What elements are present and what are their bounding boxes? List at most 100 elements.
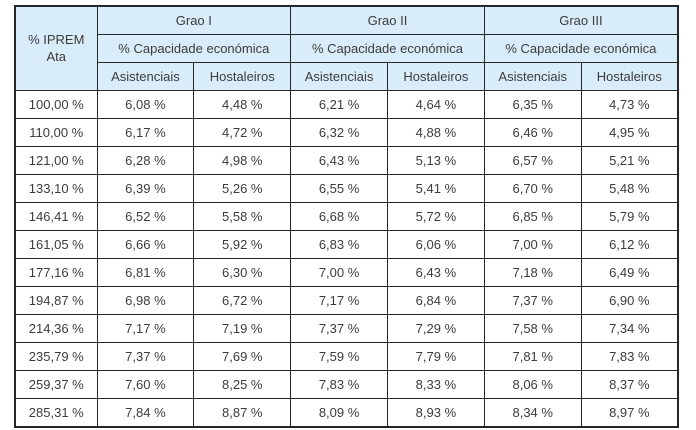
value-cell: 7,37 % bbox=[96, 342, 195, 371]
value-cell: 6,17 % bbox=[96, 118, 195, 147]
value-cell: 7,18 % bbox=[483, 258, 582, 287]
subheader-grao-ii: % Capacidade económica bbox=[290, 34, 485, 63]
value-cell: 6,49 % bbox=[580, 258, 679, 287]
value-cell: 7,81 % bbox=[483, 342, 582, 371]
value-cell: 7,17 % bbox=[290, 286, 388, 315]
col-header-grao-i-asistenciais: Asistenciais bbox=[96, 62, 195, 91]
col-header-grao-i-hostaleiros: Hostaleiros bbox=[193, 62, 292, 91]
value-cell: 6,39 % bbox=[96, 174, 195, 203]
value-cell: 6,68 % bbox=[290, 202, 388, 231]
subheader-grao-iii: % Capacidade económica bbox=[483, 34, 679, 63]
value-cell: 5,58 % bbox=[193, 202, 292, 231]
value-cell: 5,21 % bbox=[580, 146, 679, 175]
iprem-cell: 146,41 % bbox=[14, 202, 98, 231]
value-cell: 4,88 % bbox=[386, 118, 485, 147]
value-cell: 4,95 % bbox=[580, 118, 679, 147]
iprem-cell: 121,00 % bbox=[14, 146, 98, 175]
value-cell: 8,93 % bbox=[386, 398, 485, 428]
iprem-cell: 110,00 % bbox=[14, 118, 98, 147]
value-cell: 8,34 % bbox=[483, 398, 582, 428]
value-cell: 6,52 % bbox=[96, 202, 195, 231]
iprem-cell: 194,87 % bbox=[14, 286, 98, 315]
col-header-grao-iii-asistenciais: Asistenciais bbox=[483, 62, 582, 91]
header-row-subheaders: % Capacidade económica % Capacidade econ… bbox=[15, 34, 679, 63]
value-cell: 7,19 % bbox=[193, 314, 292, 343]
value-cell: 7,83 % bbox=[290, 370, 388, 399]
table-body: 100,00 % 6,08 % 4,48 % 6,21 % 4,64 % 6,35 % 4,… bbox=[14, 90, 679, 428]
iprem-cell: 133,10 % bbox=[14, 174, 98, 203]
col-header-grao-ii-asistenciais: Asistenciais bbox=[290, 62, 388, 91]
value-cell: 7,69 % bbox=[193, 342, 292, 371]
iprem-cell: 161,05 % bbox=[14, 230, 98, 259]
table-row: 161,05 % 6,66 % 5,92 % 6,83 % 6,06 % 7,00 % 6,… bbox=[14, 230, 679, 259]
value-cell: 6,12 % bbox=[580, 230, 679, 259]
value-cell: 5,79 % bbox=[580, 202, 679, 231]
value-cell: 7,79 % bbox=[386, 342, 485, 371]
value-cell: 7,83 % bbox=[580, 342, 679, 371]
header-row-groups: % IPREM Ata Grao I Grao II Grao III bbox=[14, 5, 679, 91]
value-cell: 8,06 % bbox=[483, 370, 582, 399]
value-cell: 7,34 % bbox=[580, 314, 679, 343]
iprem-cell: 177,16 % bbox=[14, 258, 98, 287]
table-row: 100,00 % 6,08 % 4,48 % 6,21 % 4,64 % 6,35 % 4,… bbox=[14, 90, 679, 119]
value-cell: 6,72 % bbox=[193, 286, 292, 315]
value-cell: 4,73 % bbox=[580, 90, 679, 119]
value-cell: 6,90 % bbox=[580, 286, 679, 315]
table-row: 177,16 % 6,81 % 6,30 % 7,00 % 6,43 % 7,18 % 6,… bbox=[14, 258, 679, 287]
value-cell: 6,81 % bbox=[96, 258, 195, 287]
value-cell: 7,37 % bbox=[290, 314, 388, 343]
value-cell: 5,72 % bbox=[386, 202, 485, 231]
table-row: 285,31 % 7,84 % 8,87 % 8,09 % 8,93 % 8,34 % 8,… bbox=[14, 398, 679, 428]
value-cell: 7,00 % bbox=[290, 258, 388, 287]
header-row-columns: Asistenciais Hostaleiros Asistenciais Ho… bbox=[15, 62, 679, 91]
value-cell: 7,60 % bbox=[96, 370, 195, 399]
value-cell: 7,37 % bbox=[483, 286, 582, 315]
value-cell: 7,29 % bbox=[386, 314, 485, 343]
subheader-grao-i: % Capacidade económica bbox=[96, 34, 292, 63]
table-row: 146,41 % 6,52 % 5,58 % 6,68 % 5,72 % 6,85 % 5,… bbox=[14, 202, 679, 231]
value-cell: 8,09 % bbox=[290, 398, 388, 428]
value-cell: 8,37 % bbox=[580, 370, 679, 399]
iprem-cell: 235,79 % bbox=[14, 342, 98, 371]
value-cell: 4,48 % bbox=[193, 90, 292, 119]
value-cell: 7,00 % bbox=[483, 230, 582, 259]
value-cell: 6,08 % bbox=[96, 90, 195, 119]
iprem-cell: 100,00 % bbox=[14, 90, 98, 119]
value-cell: 6,57 % bbox=[483, 146, 582, 175]
col-header-grao-ii-hostaleiros: Hostaleiros bbox=[386, 62, 485, 91]
value-cell: 6,85 % bbox=[483, 202, 582, 231]
value-cell: 7,17 % bbox=[96, 314, 195, 343]
value-cell: 7,84 % bbox=[96, 398, 195, 428]
group-header-grao-iii: Grao III bbox=[483, 5, 679, 35]
value-cell: 6,83 % bbox=[290, 230, 388, 259]
value-cell: 6,35 % bbox=[483, 90, 582, 119]
table-row: 259,37 % 7,60 % 8,25 % 7,83 % 8,33 % 8,06 % 8,… bbox=[14, 370, 679, 399]
value-cell: 8,33 % bbox=[386, 370, 485, 399]
group-header-grao-ii: Grao II bbox=[290, 5, 485, 35]
corner-header-cell: % IPREM Ata bbox=[14, 5, 98, 91]
value-cell: 6,21 % bbox=[290, 90, 388, 119]
value-cell: 7,58 % bbox=[483, 314, 582, 343]
value-cell: 6,84 % bbox=[386, 286, 485, 315]
iprem-cell: 285,31 % bbox=[14, 398, 98, 428]
value-cell: 8,97 % bbox=[580, 398, 679, 428]
value-cell: 6,28 % bbox=[96, 146, 195, 175]
value-cell: 6,30 % bbox=[193, 258, 292, 287]
iprem-cell: 259,37 % bbox=[14, 370, 98, 399]
value-cell: 8,25 % bbox=[193, 370, 292, 399]
value-cell: 6,43 % bbox=[290, 146, 388, 175]
iprem-cell: 214,36 % bbox=[14, 314, 98, 343]
value-cell: 4,98 % bbox=[193, 146, 292, 175]
value-cell: 5,92 % bbox=[193, 230, 292, 259]
value-cell: 4,72 % bbox=[193, 118, 292, 147]
value-cell: 5,41 % bbox=[386, 174, 485, 203]
value-cell: 6,55 % bbox=[290, 174, 388, 203]
value-cell: 6,43 % bbox=[386, 258, 485, 287]
value-cell: 4,64 % bbox=[386, 90, 485, 119]
value-cell: 6,32 % bbox=[290, 118, 388, 147]
value-cell: 7,59 % bbox=[290, 342, 388, 371]
value-cell: 6,06 % bbox=[386, 230, 485, 259]
table-row: 214,36 % 7,17 % 7,19 % 7,37 % 7,29 % 7,58 % 7,… bbox=[14, 314, 679, 343]
tariff-table: % IPREM Ata Grao I Grao II Grao III % Ca… bbox=[14, 5, 679, 428]
